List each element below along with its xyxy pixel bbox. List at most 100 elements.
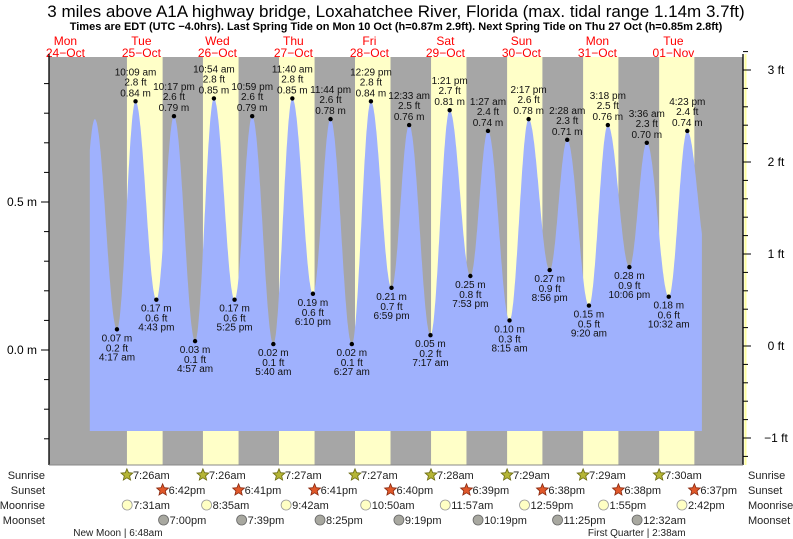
- tide-time: 2:28 am: [549, 106, 585, 117]
- tide-height-ft: 0.5 ft: [578, 320, 600, 331]
- right-axis-label: 0 ft: [768, 339, 785, 353]
- sunset-icon: [307, 482, 322, 496]
- tide-time: 7:17 am: [412, 358, 448, 369]
- moonrise-row-label-right: Moonrise: [748, 500, 793, 512]
- sunrise-icon: [500, 467, 514, 481]
- day-label-dow: Tue: [663, 34, 684, 48]
- tide-time: 8:15 am: [491, 343, 527, 354]
- moonrise-icon: [676, 499, 688, 511]
- tide-point: [290, 96, 295, 101]
- right-axis-label: 1 ft: [768, 247, 785, 261]
- left-axis-label: 0.5 m: [7, 195, 37, 209]
- tide-point: [485, 128, 491, 134]
- tide-height-m: 0.76 m: [593, 112, 624, 123]
- tide-height-m: 0.74 m: [473, 118, 504, 129]
- tide-time: 9:20 am: [571, 329, 607, 340]
- low-tide-marker: 0.17 m0.6 ft5:25 pm: [216, 297, 253, 334]
- tide-height-ft: 2.6 ft: [319, 95, 341, 106]
- tide-height-ft: 0.1 ft: [341, 358, 363, 369]
- tide-height-ft: 2.5 ft: [597, 101, 619, 112]
- tide-height-m: 0.84 m: [120, 88, 151, 99]
- day-label-date: 28−Oct: [350, 46, 390, 60]
- high-tide-marker: 4:23 pm2.4 ft0.74 m: [669, 97, 705, 134]
- moonset-icon: [236, 514, 248, 526]
- moonrise-icon: [280, 499, 292, 511]
- tide-time: 4:57 am: [177, 364, 213, 375]
- high-tide-marker: 2:28 am2.3 ft0.71 m: [549, 106, 585, 143]
- sunset-icon: [155, 482, 170, 496]
- sunrise-time: 7:30am: [665, 470, 702, 482]
- moonrise-icon: [201, 499, 212, 511]
- tide-point: [526, 116, 531, 122]
- day-label-date: 25−Oct: [122, 46, 162, 60]
- day-label-dow: Thu: [283, 34, 304, 48]
- low-tide-marker: 0.21 m0.7 ft6:59 pm: [373, 285, 410, 322]
- day-label-dow: Sun: [511, 34, 532, 48]
- tide-height-ft: 2.6 ft: [518, 95, 540, 106]
- moonrise-time: 1:55pm: [609, 500, 646, 512]
- low-tide-marker: 0.25 m0.8 ft7:53 pm: [452, 273, 488, 310]
- moonrise-time: 8:35am: [213, 500, 250, 512]
- tide-height-ft: 2.7 ft: [439, 86, 461, 97]
- tide-height-ft: 2.8 ft: [203, 74, 225, 85]
- moonset-icon: [631, 514, 643, 526]
- sunset-icon: [611, 482, 626, 496]
- sunrise-time: 7:28am: [437, 470, 474, 482]
- tide-height-ft: 0.9 ft: [618, 281, 640, 292]
- tide-time: 10:59 pm: [231, 82, 273, 93]
- tide-time: 2:17 pm: [511, 85, 547, 96]
- tide-height-m: 0.25 m: [455, 280, 486, 291]
- low-tide-marker: 0.15 m0.5 ft9:20 am: [571, 303, 607, 340]
- tide-time: 4:43 pm: [138, 323, 174, 334]
- tide-height-m: 0.76 m: [394, 112, 425, 123]
- sunrise-icon: [120, 467, 134, 481]
- tide-height-ft: 0.1 ft: [184, 355, 206, 366]
- tide-point: [389, 285, 394, 291]
- tide-point: [605, 122, 611, 128]
- moonset-icon: [393, 514, 405, 526]
- day-label-dow: Mon: [586, 34, 609, 48]
- sunset-row-label-left: Sunset: [11, 485, 45, 497]
- tide-height-m: 0.27 m: [534, 274, 565, 285]
- tide-point: [447, 108, 452, 113]
- tide-point: [644, 140, 649, 145]
- tide-curve: [89, 98, 702, 432]
- moonrise-icon: [519, 499, 530, 511]
- tide-height-m: 0.84 m: [356, 88, 387, 99]
- high-tide-marker: 10:59 pm2.6 ft0.79 m: [231, 82, 273, 119]
- sunrise-icon: [652, 467, 666, 481]
- sun-moon-rows: Sunrise Sunrise 7:26am 7:26am 7:27am 7:27am 7:…: [0, 467, 793, 539]
- high-tide-marker: 1:21 pm2.7 ft0.81 m: [432, 76, 468, 113]
- high-tide-marker: 11:44 pm2.6 ft0.78 m: [310, 85, 351, 122]
- high-tide-marker: 12:29 pm2.8 ft0.84 m: [350, 67, 392, 104]
- sunrise-time: 7:27am: [285, 470, 322, 482]
- tide-height-m: 0.85 m: [199, 85, 230, 96]
- tide-height-ft: 2.4 ft: [477, 107, 499, 118]
- tide-point: [232, 297, 237, 302]
- day-label-dow: Sat: [436, 34, 455, 48]
- tide-height-ft: 2.4 ft: [676, 107, 698, 118]
- tide-height-m: 0.79 m: [237, 103, 268, 114]
- day-label-date: 30−Oct: [502, 46, 542, 60]
- tide-height-m: 0.07 m: [102, 333, 133, 344]
- tide-height-m: 0.18 m: [653, 301, 684, 312]
- tide-height-ft: 0.6 ft: [145, 314, 167, 325]
- tide-point: [310, 291, 316, 296]
- tide-height-ft: 2.6 ft: [163, 92, 185, 103]
- tide-time: 10:17 pm: [153, 82, 195, 93]
- chart-title: 3 miles above A1A highway bridge, Loxaha…: [47, 2, 744, 21]
- tide-point: [368, 99, 374, 104]
- sunrise-time: 7:29am: [589, 470, 626, 482]
- tide-point: [171, 113, 177, 119]
- tide-time: 11:44 pm: [310, 85, 351, 96]
- tide-height-ft: 0.3 ft: [498, 334, 520, 345]
- sunrise-icon: [424, 467, 438, 481]
- moonrise-icon: [360, 499, 372, 511]
- right-axis-label: −1 ft: [764, 431, 788, 445]
- day-label-dow: Fri: [362, 34, 376, 48]
- tide-point: [666, 294, 671, 299]
